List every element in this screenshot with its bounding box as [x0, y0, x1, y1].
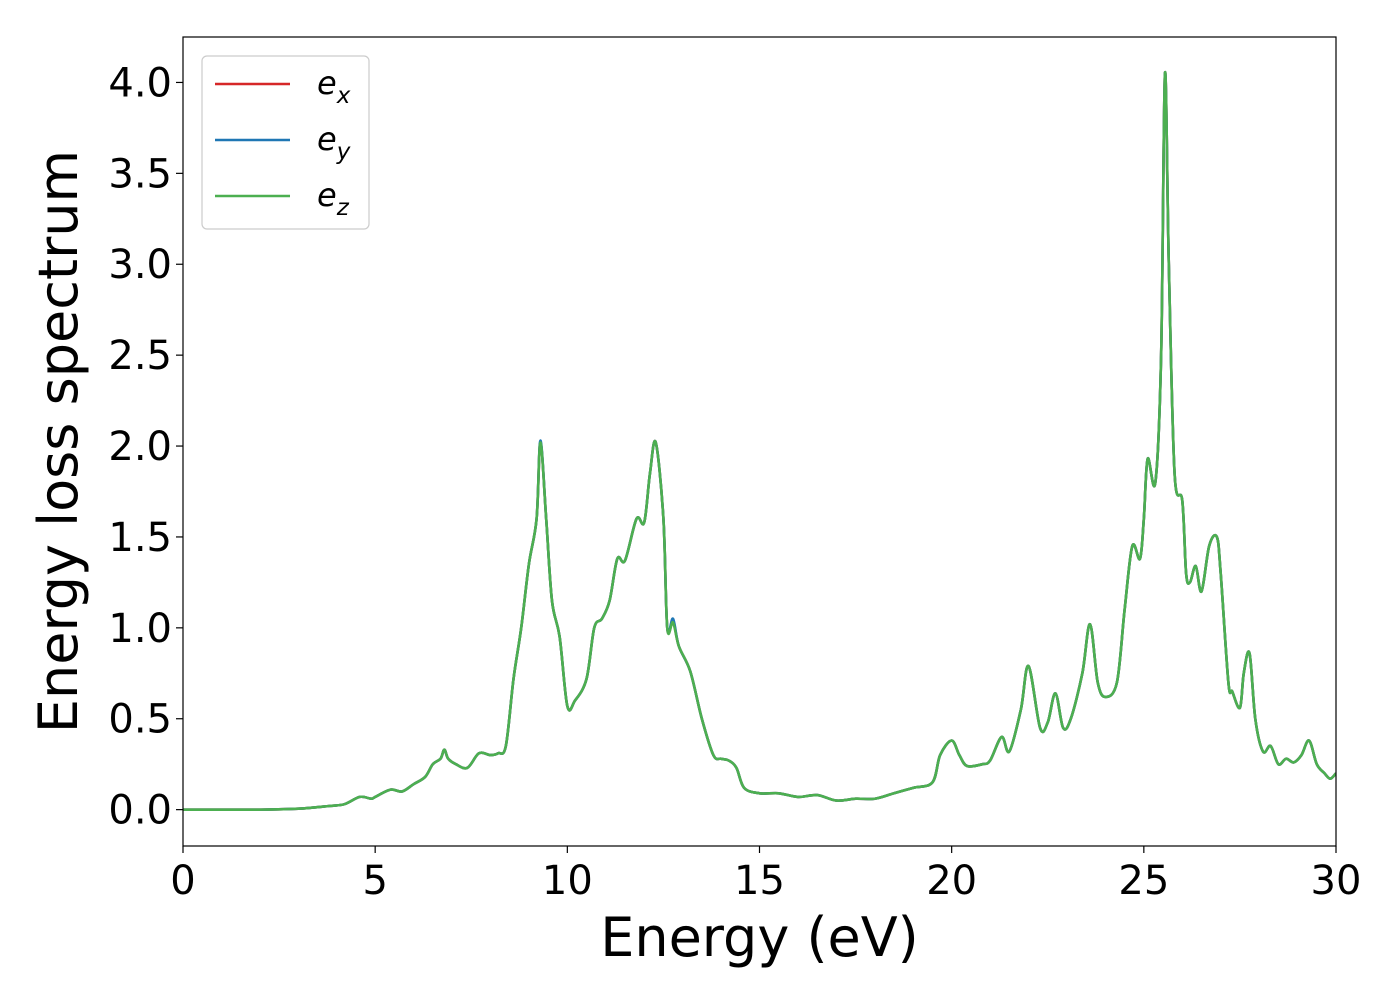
legend-label-ex: ex [317, 64, 351, 109]
series-line-ez [183, 71, 1336, 812]
x-tick-label: 5 [362, 858, 387, 904]
y-tick-label: 2.5 [108, 333, 172, 379]
x-tick-label: 0 [170, 858, 195, 904]
legend: ex ey ez [201, 55, 370, 230]
legend-label-ey: ey [317, 120, 351, 165]
legend-box [201, 55, 370, 230]
x-tick-label: 10 [542, 858, 593, 904]
x-tick-label: 30 [1311, 858, 1362, 904]
ticks-layer: 0 5 10 15 20 25 30 0.0 0.5 1.0 1.5 2.0 2.5 3.0 3.5 4.0 [108, 60, 1361, 904]
series-layer [183, 71, 1336, 812]
y-axis-label: Energy loss spectrum [27, 150, 90, 733]
y-tick-label: 1.5 [108, 515, 172, 561]
x-tick-label: 15 [734, 858, 785, 904]
x-axis-label: Energy (eV) [600, 906, 919, 969]
legend-label-ez: ez [317, 176, 350, 221]
y-tick-label: 0.5 [108, 697, 172, 743]
y-tick-label: 2.0 [108, 424, 172, 470]
x-tick-label: 25 [1118, 858, 1169, 904]
y-tick-label: 0.0 [108, 788, 172, 834]
x-tick-label: 20 [926, 858, 977, 904]
y-tick-label: 4.0 [108, 60, 172, 106]
y-tick-label: 1.0 [108, 606, 172, 652]
y-tick-label: 3.5 [108, 151, 172, 197]
y-tick-label: 3.0 [108, 242, 172, 288]
